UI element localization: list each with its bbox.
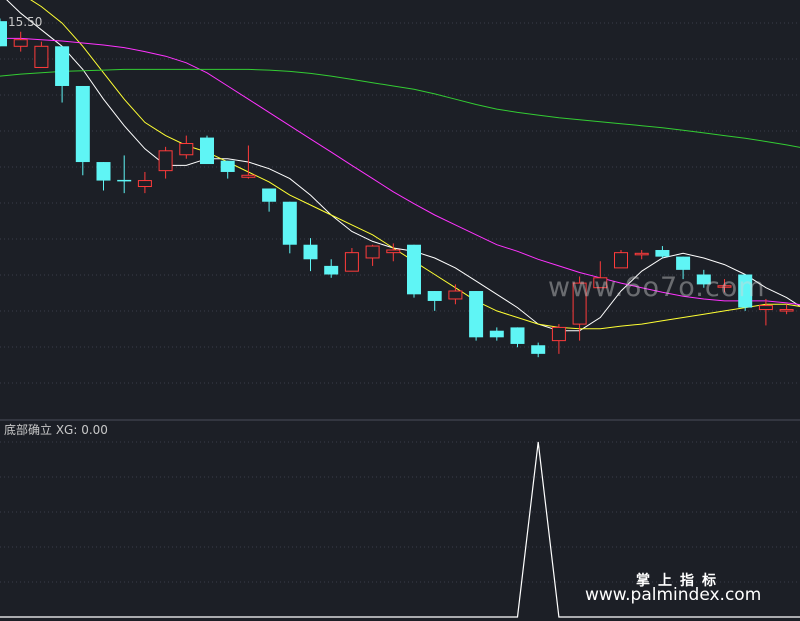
candle-up (34, 45, 49, 68)
candle-up (344, 252, 359, 272)
ma-line-1 (6, 0, 800, 332)
candle-down (489, 330, 504, 338)
candle-down (696, 274, 711, 285)
candle-up (779, 309, 794, 312)
candle-down (469, 291, 484, 338)
candle-down (738, 274, 753, 308)
candle-down (427, 291, 442, 301)
indicator-line (0, 441, 800, 618)
indicator-grid (0, 441, 800, 583)
candle-down (0, 21, 7, 47)
candle-up (365, 245, 380, 259)
ma-line-4 (0, 68, 800, 148)
watermark-brand-url: www.palmindex.com (585, 585, 762, 605)
candle-down (510, 327, 525, 344)
candle-down (282, 201, 297, 245)
candle-down (676, 256, 691, 270)
candle-down (531, 345, 546, 354)
candle-up (158, 150, 173, 172)
candle-up (13, 39, 28, 47)
candle-up (137, 180, 152, 188)
candle-up (448, 290, 463, 300)
top-price-label: 15.50 (8, 15, 43, 29)
indicator-series (0, 441, 800, 618)
candle-up (717, 285, 732, 288)
candle-up (551, 326, 566, 342)
watermark-brand-cn: 掌上指标 (636, 573, 724, 589)
candle-down (75, 85, 90, 163)
candle-down (407, 244, 421, 295)
moving-average-lines (0, 0, 800, 332)
candle-down (200, 137, 214, 165)
candlestick-series (0, 18, 794, 358)
candle-down (303, 244, 318, 260)
candle-up (386, 249, 401, 254)
candle-up (572, 282, 587, 325)
candle-down (324, 265, 339, 275)
ma-line-2 (30, 0, 800, 330)
candle-up (179, 143, 194, 156)
price-grid (0, 22, 800, 384)
candle-up (614, 252, 628, 269)
candle-up (634, 252, 649, 256)
indicator-label: 底部确立 XG: 0.00 (4, 423, 108, 437)
candle-down (96, 162, 111, 181)
candle-up (593, 277, 608, 289)
candle-down (655, 250, 670, 257)
candle-down (262, 188, 277, 202)
candle-down (117, 179, 132, 182)
candle-up (758, 305, 773, 311)
candle-up (241, 174, 256, 178)
candle-down (55, 46, 70, 86)
ma-line-3 (0, 37, 800, 306)
watermark-center: www.6o7o.com (548, 272, 766, 303)
candle-down (220, 160, 235, 172)
